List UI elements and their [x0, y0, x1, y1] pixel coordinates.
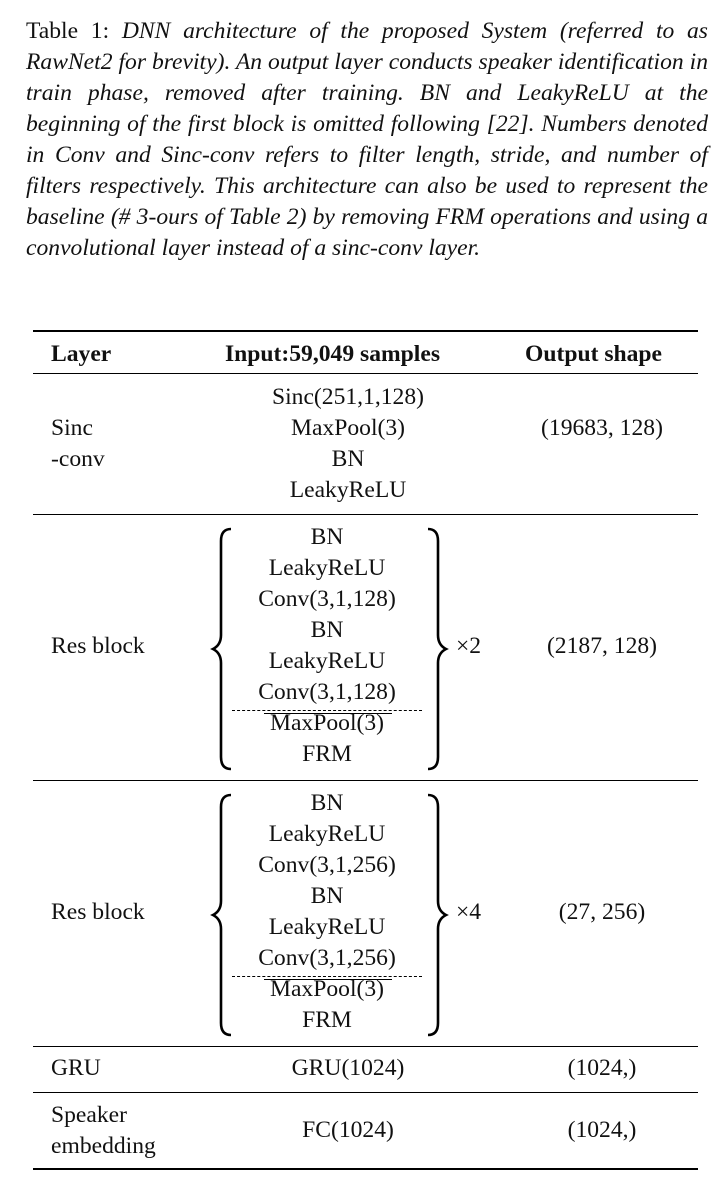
header-input: Input:59,049 samples — [225, 341, 441, 367]
left-brace-icon — [210, 793, 232, 1037]
residual-dashed-line — [232, 976, 422, 977]
ops-cell-sinc-conv: Sinc(251,1,128) MaxPool(3) BN LeakyReLU — [271, 384, 425, 503]
caption-text: DNN architecture of the proposed System … — [26, 18, 708, 261]
output-cell-res-block-2: (27, 256) — [558, 899, 646, 925]
output-cell-sinc-conv: (19683, 128) — [541, 415, 663, 441]
table-bottom-rule — [33, 1168, 698, 1170]
right-brace-icon — [427, 793, 449, 1037]
layer-cell-sinc-conv: Sinc -conv — [51, 415, 105, 472]
maxpool-overline — [264, 979, 392, 980]
ops-cell-res-block-1: BN LeakyReLU Conv(3,1,128) BN LeakyReLU … — [258, 524, 396, 767]
right-brace-icon — [427, 527, 449, 771]
ops-cell-res-block-2: BN LeakyReLU Conv(3,1,256) BN LeakyReLU … — [258, 790, 396, 1033]
caption-label: Table 1: — [26, 18, 110, 44]
repeat-count-res-block-1: ×2 — [456, 633, 482, 659]
repeat-count-res-block-2: ×4 — [456, 899, 482, 925]
ops-cell-speaker-embedding: FC(1024) — [302, 1117, 394, 1143]
residual-dashed-line — [232, 710, 422, 711]
output-cell-speaker-embedding: (1024,) — [567, 1117, 637, 1143]
output-cell-res-block-1: (2187, 128) — [546, 633, 658, 659]
table-top-rule — [33, 330, 698, 332]
ops-cell-gru: GRU(1024) — [291, 1055, 405, 1081]
row-divider — [33, 1046, 698, 1047]
left-brace-icon — [210, 527, 232, 771]
table-caption: Table 1: DNN architecture of the propose… — [26, 16, 708, 264]
output-cell-gru: (1024,) — [567, 1055, 637, 1081]
layer-cell-res-block-1: Res block — [51, 633, 145, 659]
row-divider — [33, 514, 698, 515]
row-divider — [33, 1092, 698, 1093]
header-output: Output shape — [525, 341, 663, 367]
layer-cell-res-block-2: Res block — [51, 899, 145, 925]
header-rule — [33, 373, 698, 374]
header-layer: Layer — [51, 341, 112, 367]
layer-cell-speaker-embedding: Speaker embedding — [51, 1102, 156, 1159]
maxpool-overline — [264, 713, 392, 714]
row-divider — [33, 780, 698, 781]
layer-cell-gru: GRU — [51, 1055, 101, 1081]
